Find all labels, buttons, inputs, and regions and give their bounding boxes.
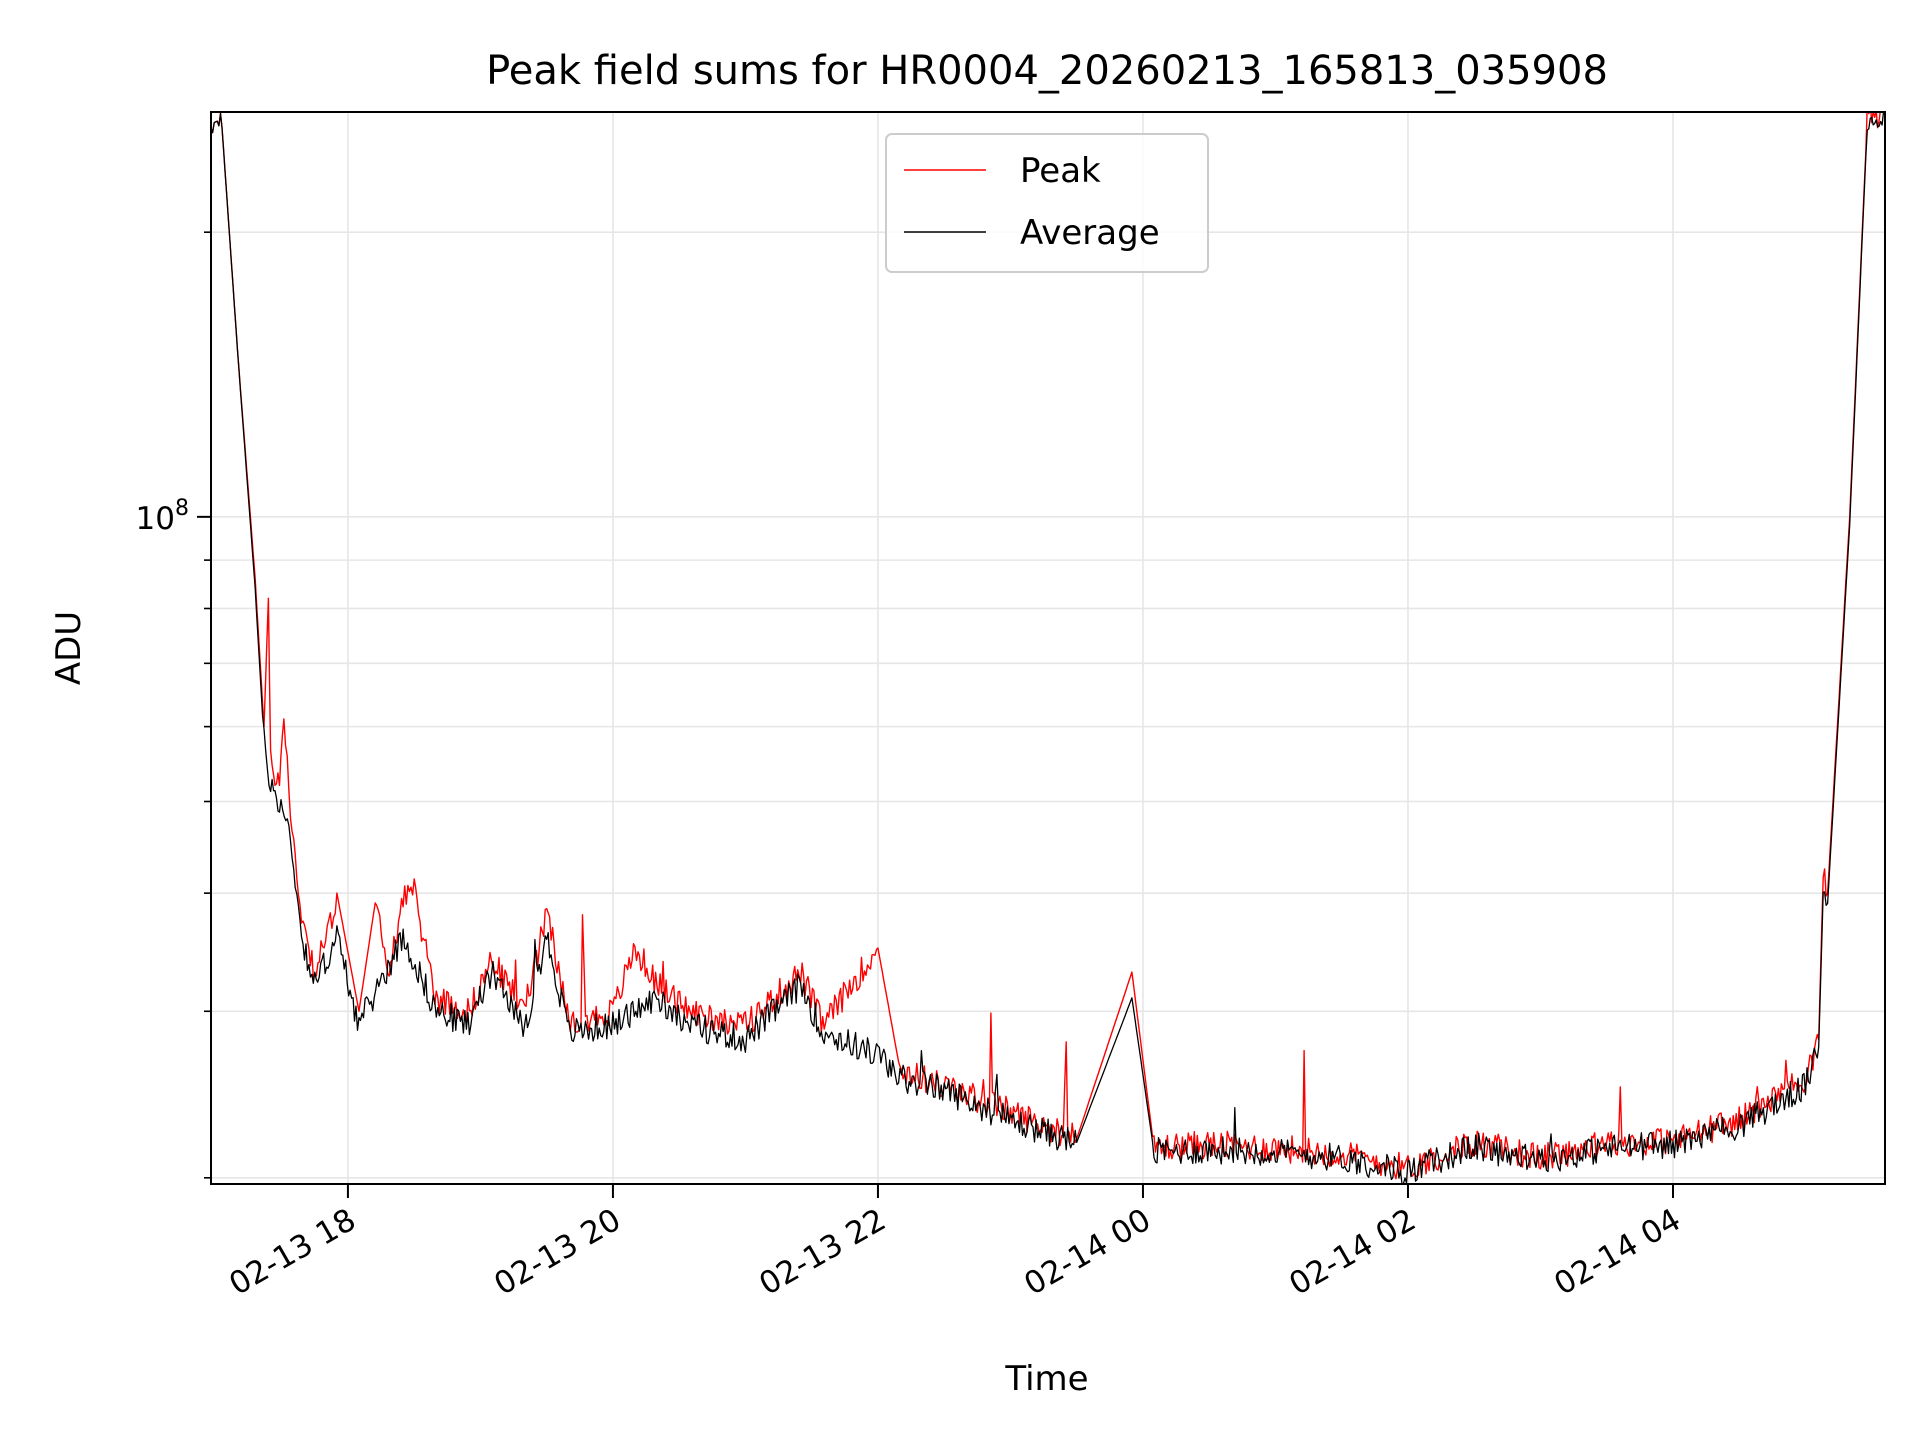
legend-box — [885, 133, 1209, 273]
x-axis-label: Time — [1004, 1359, 1088, 1399]
series-line-average — [211, 112, 1885, 1184]
series-layer — [211, 112, 1885, 1184]
chart-title: Peak field sums for HR0004_20260213_1658… — [486, 48, 1608, 94]
legend: Peak Average — [885, 133, 1209, 273]
plot-frame — [210, 111, 1886, 1185]
y-tick-label: 108 — [136, 496, 189, 537]
legend-label-peak: Peak — [1020, 151, 1101, 191]
y-axis: 108 — [136, 231, 211, 1179]
y-axis-label: ADU — [49, 611, 89, 685]
legend-label-average: Average — [1020, 213, 1160, 253]
